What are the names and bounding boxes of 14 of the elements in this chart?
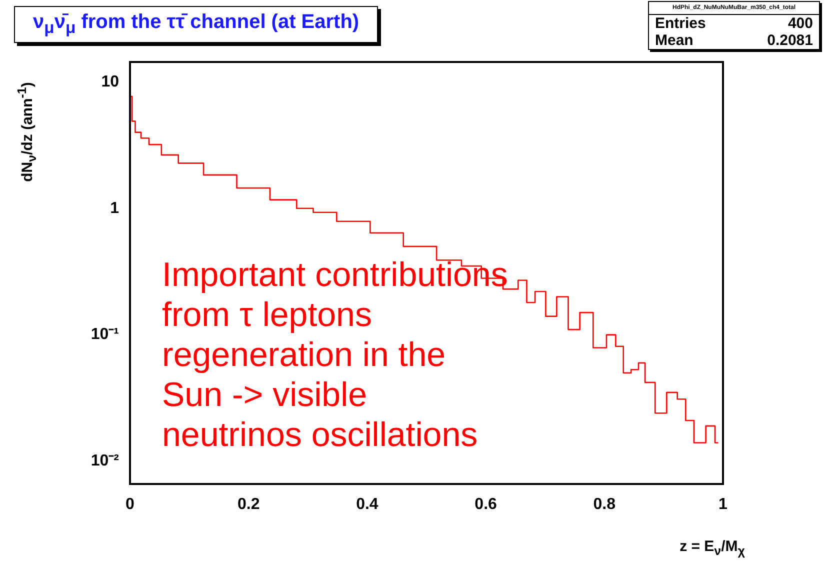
x-tick-label: 0.2 [237, 496, 260, 514]
chart-title: ν$_{μ}$ν̄$_{μ}$ from the ττ̄ channel (at Earth) [14, 6, 378, 43]
text: Mean 0.2081 [655, 32, 813, 49]
y-tick-label: 10 [101, 73, 120, 90]
x-tick-label: 0 [126, 496, 135, 514]
x-axis-title: z = E$_{ν}$/M$_{χ}$ [680, 538, 745, 558]
y-tick-label: 1 [110, 200, 120, 217]
y-tick-label: 10⁻¹ [90, 326, 119, 344]
x-tick-label: 0.6 [474, 496, 498, 514]
x-tick-label: 1 [718, 496, 728, 514]
y-tick-label: 10⁻² [90, 452, 119, 470]
x-tick-label: 0.4 [356, 496, 378, 514]
x-tick-label: 0.8 [593, 496, 616, 514]
text: Entries 400 [655, 15, 813, 32]
